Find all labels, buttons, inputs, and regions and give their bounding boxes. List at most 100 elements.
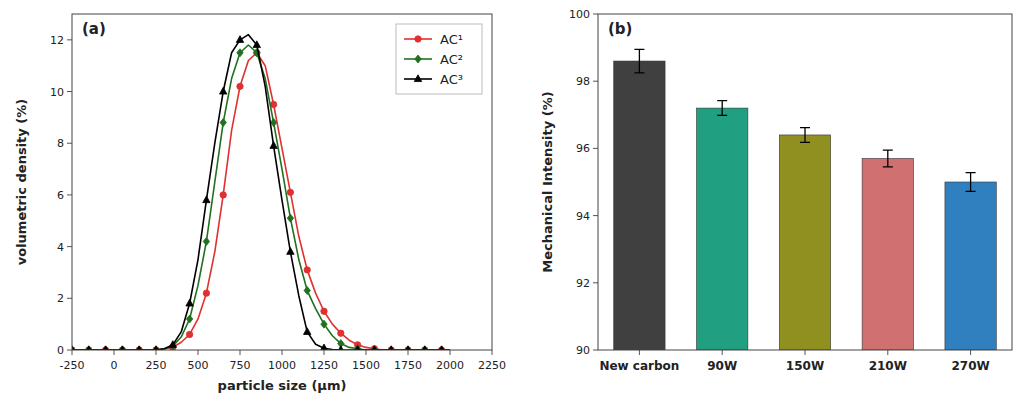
- series-marker: [354, 345, 360, 350]
- series-marker: [203, 290, 209, 296]
- y-tick: [593, 350, 598, 351]
- x-tick: [72, 350, 73, 355]
- series-marker: [337, 346, 344, 350]
- series-marker: [287, 214, 293, 222]
- series-marker: [169, 341, 176, 348]
- x-tick: [114, 350, 115, 355]
- x-tick-label: 500: [188, 359, 209, 372]
- legend-marker: [414, 75, 421, 82]
- series-marker: [304, 287, 310, 295]
- series-marker: [203, 237, 209, 245]
- x-tick-label: -250: [60, 359, 85, 372]
- series-marker: [321, 320, 327, 328]
- x-tick: [887, 350, 888, 355]
- y-tick-label: 0: [57, 344, 64, 357]
- plot-area: [72, 35, 450, 350]
- series-marker: [203, 196, 210, 203]
- y-tick-label: 94: [576, 210, 590, 223]
- y-tick: [593, 81, 598, 82]
- x-tick-label: 1500: [352, 359, 380, 372]
- x-tick-label: 250: [146, 359, 167, 372]
- y-tick: [593, 148, 598, 149]
- y-tick: [67, 246, 72, 247]
- y-tick: [67, 194, 72, 195]
- series-marker: [237, 49, 243, 57]
- y-tick: [593, 282, 598, 283]
- y-tick: [67, 350, 72, 351]
- series-marker: [388, 346, 394, 350]
- x-tick-label: 2000: [436, 359, 464, 372]
- bar: [945, 182, 996, 350]
- category-label: 150W: [786, 359, 824, 373]
- category-label: New carbon: [599, 359, 679, 373]
- series-marker: [237, 83, 243, 89]
- series-marker: [102, 346, 109, 350]
- line-chart: 024681012volumetric density (%)-25002505…: [14, 14, 506, 393]
- y-axis-label: Mechanical Intensity (%): [540, 91, 555, 272]
- x-tick: [198, 350, 199, 355]
- series-line: [72, 53, 450, 350]
- series-marker: [304, 267, 310, 273]
- x-tick: [805, 350, 806, 355]
- error-bar: [966, 173, 976, 192]
- x-tick: [450, 350, 451, 355]
- series-marker: [136, 346, 143, 350]
- series-marker: [320, 344, 327, 350]
- panel-label: (b): [608, 20, 632, 38]
- plot-frame: [72, 14, 492, 350]
- x-tick-label: 1750: [394, 359, 422, 372]
- y-tick-label: 4: [57, 241, 64, 254]
- category-label: 90W: [707, 359, 737, 373]
- x-tick: [324, 350, 325, 355]
- series-marker: [421, 346, 428, 350]
- series-marker: [438, 346, 445, 350]
- bar-chart: 9092949698100Mechanical Intensity (%)New…: [540, 8, 1012, 373]
- series-marker: [438, 346, 444, 350]
- plot-area: [614, 49, 997, 350]
- series-marker: [404, 346, 411, 350]
- error-bar: [634, 49, 644, 73]
- y-tick-label: 90: [576, 344, 590, 357]
- x-tick: [282, 350, 283, 355]
- x-tick: [970, 350, 971, 355]
- series-line: [72, 35, 450, 350]
- series-marker: [186, 331, 192, 337]
- series-line: [72, 45, 450, 350]
- x-tick: [639, 350, 640, 355]
- series-marker: [136, 346, 142, 350]
- series-marker: [220, 192, 226, 198]
- series-marker: [270, 142, 277, 149]
- series-marker: [72, 346, 76, 350]
- y-tick-label: 2: [57, 292, 64, 305]
- series-marker: [354, 346, 361, 350]
- y-tick-label: 8: [57, 137, 64, 150]
- series-marker: [287, 189, 293, 195]
- y-tick: [593, 215, 598, 216]
- x-tick: [240, 350, 241, 355]
- x-tick-label: 1000: [268, 359, 296, 372]
- y-tick-label: 92: [576, 277, 590, 290]
- bar: [862, 158, 913, 350]
- series-marker: [371, 346, 377, 350]
- series-marker: [153, 346, 159, 350]
- bar: [697, 108, 748, 350]
- series-marker: [388, 346, 395, 350]
- bar: [779, 135, 830, 350]
- y-tick: [67, 143, 72, 144]
- series-marker: [422, 346, 428, 350]
- series-marker: [152, 346, 159, 350]
- category-label: 210W: [869, 359, 907, 373]
- series-marker: [304, 328, 311, 335]
- series-marker: [371, 346, 377, 350]
- series-marker: [86, 346, 92, 350]
- error-bar: [800, 128, 810, 143]
- series-marker: [85, 346, 92, 350]
- x-tick: [408, 350, 409, 355]
- legend-box: [396, 24, 482, 94]
- error-bar: [717, 101, 727, 116]
- bar: [614, 61, 665, 350]
- series-marker: [119, 346, 126, 350]
- y-tick: [67, 298, 72, 299]
- series-marker: [405, 346, 411, 350]
- series-marker: [119, 346, 125, 350]
